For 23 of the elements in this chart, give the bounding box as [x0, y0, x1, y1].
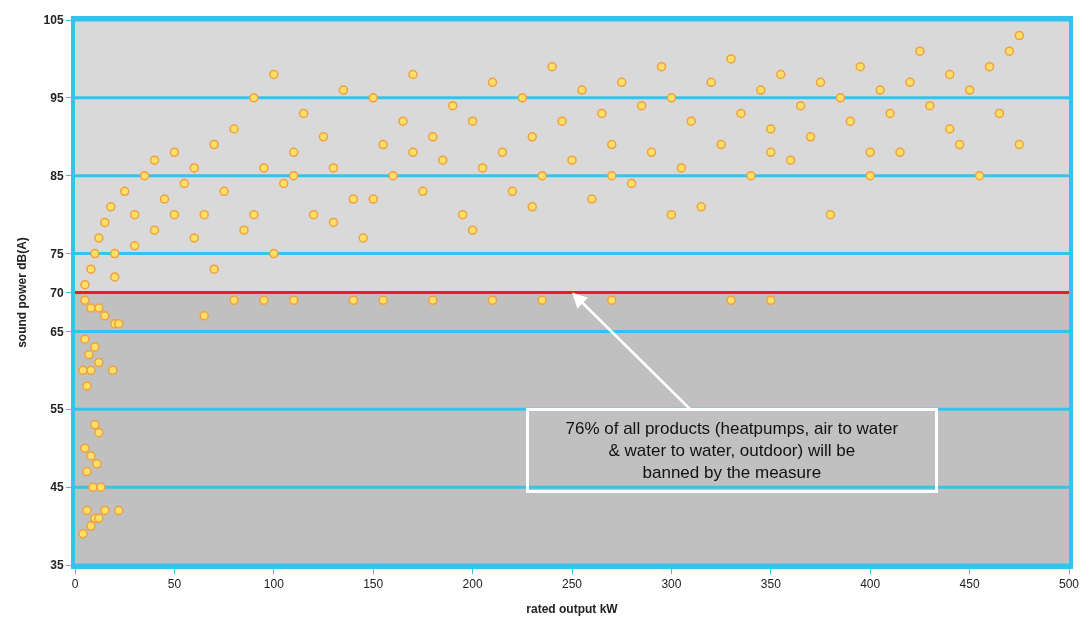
y-tick-label: 70 — [50, 285, 64, 300]
x-tick-label: 200 — [462, 577, 483, 592]
x-tick-label: 150 — [363, 577, 384, 592]
annotation: 76% of all products (heatpumps, air to water & water to water, outdoor) will be banned by the measure — [565, 419, 899, 483]
y-tick-label: 75 — [50, 246, 64, 261]
y-tick-label: 35 — [50, 558, 64, 573]
x-tick-label: 400 — [860, 577, 881, 592]
y-tick-label: 45 — [50, 480, 64, 495]
y-axis-title: sound power dB(A) — [15, 237, 30, 348]
x-tick-label: 450 — [959, 577, 980, 592]
y-tick-label: 55 — [50, 402, 64, 417]
x-tick-label: 350 — [760, 577, 782, 592]
x-tick-label: 100 — [263, 577, 285, 592]
y-tick-label: 85 — [50, 168, 64, 183]
x-tick-label: 50 — [167, 577, 182, 592]
x-tick-label: 500 — [1058, 577, 1080, 592]
y-tick-label: 105 — [43, 13, 64, 28]
y-tick-label: 95 — [50, 91, 64, 106]
x-tick-label: 250 — [561, 577, 583, 592]
x-tick-label: 0 — [71, 577, 79, 592]
y-tick-label: 65 — [50, 324, 64, 339]
x-tick-label: 300 — [661, 577, 682, 592]
x-axis-title: rated output kW — [526, 601, 619, 616]
